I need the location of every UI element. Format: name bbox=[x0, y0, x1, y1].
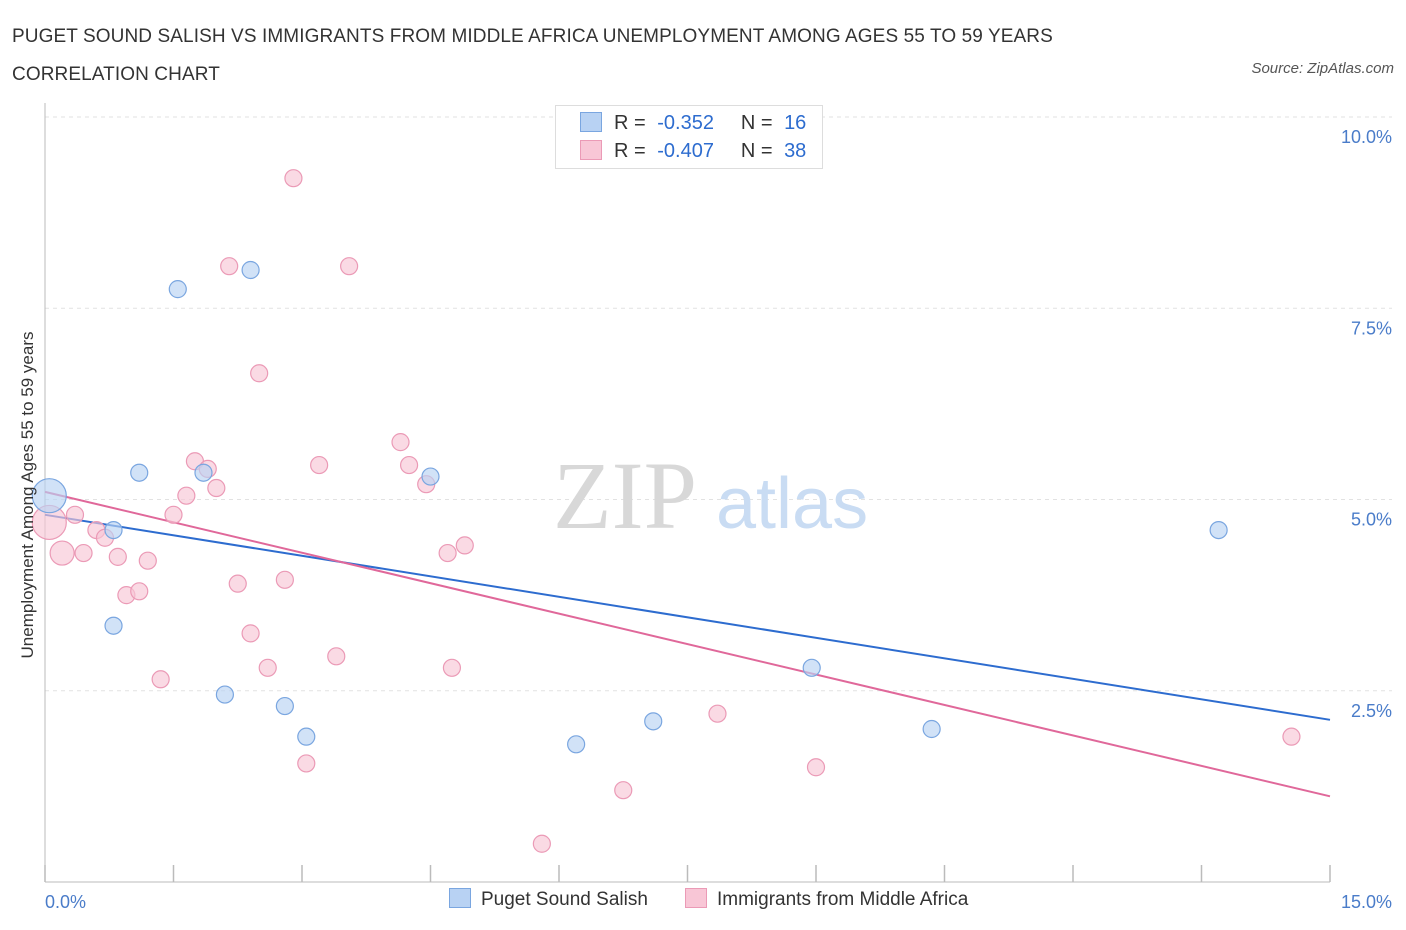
data-point bbox=[421, 467, 440, 486]
data-point bbox=[708, 704, 727, 723]
legend-row-salish: R = -0.352 N = 16 bbox=[580, 112, 806, 138]
data-point bbox=[310, 455, 329, 475]
data-point bbox=[250, 364, 269, 383]
y-tick-label: 2.5% bbox=[1351, 701, 1392, 721]
watermark-atlas: atlas bbox=[716, 464, 868, 544]
data-point bbox=[228, 574, 247, 593]
data-point bbox=[49, 540, 75, 566]
legend-row-middle-africa: R = -0.407 N = 38 bbox=[580, 140, 806, 166]
data-point bbox=[532, 834, 551, 853]
legend-item-salish: Puget Sound Salish bbox=[449, 888, 648, 911]
data-point bbox=[802, 658, 821, 677]
legend-item-middle-africa: Immigrants from Middle Africa bbox=[685, 888, 968, 911]
n-label: N = bbox=[740, 140, 773, 162]
grid bbox=[45, 116, 1392, 692]
data-point bbox=[65, 505, 85, 524]
data-point bbox=[104, 616, 123, 635]
middle-africa-legend-label: Immigrants from Middle Africa bbox=[717, 889, 969, 910]
data-point bbox=[1209, 520, 1228, 540]
middle-africa-swatch bbox=[580, 140, 602, 160]
salish-swatch bbox=[580, 112, 602, 132]
data-point bbox=[241, 624, 260, 643]
trend-line bbox=[44, 490, 1331, 798]
data-point bbox=[151, 670, 170, 689]
data-point bbox=[220, 257, 239, 276]
salish-legend-label: Puget Sound Salish bbox=[481, 889, 648, 910]
data-point bbox=[194, 463, 213, 482]
chart-title: PUGET SOUND SALISH VS IMMIGRANTS FROM MI… bbox=[12, 26, 1053, 85]
data-point bbox=[168, 280, 187, 299]
data-point bbox=[340, 257, 359, 276]
data-point bbox=[275, 696, 294, 716]
data-point bbox=[399, 455, 419, 475]
y-tick-label: 5.0% bbox=[1351, 510, 1392, 530]
n-label: N = bbox=[740, 112, 773, 134]
middle-africa-n-value: 38 bbox=[784, 140, 807, 162]
data-point bbox=[275, 570, 294, 589]
salish-legend-swatch bbox=[449, 888, 471, 908]
trend-lines bbox=[44, 490, 1331, 798]
data-point bbox=[31, 478, 67, 514]
data-point bbox=[177, 486, 196, 505]
data-point bbox=[442, 658, 462, 677]
r-label: R = bbox=[614, 140, 646, 162]
data-points bbox=[31, 169, 1301, 853]
source-label: Source: ZipAtlas.com bbox=[1251, 60, 1394, 77]
data-point bbox=[297, 754, 316, 773]
data-point bbox=[284, 169, 303, 188]
data-point bbox=[130, 582, 149, 601]
correlation-legend: R = -0.352 N = 16 R = -0.407 N = 38 bbox=[555, 105, 823, 169]
data-point bbox=[297, 727, 316, 746]
watermark: ZIP atlas bbox=[553, 442, 868, 549]
data-point bbox=[614, 781, 633, 800]
y-tick-label: 7.5% bbox=[1351, 318, 1392, 338]
data-point bbox=[108, 547, 127, 566]
middle-africa-r-value: -0.407 bbox=[657, 140, 714, 162]
data-point bbox=[922, 719, 941, 739]
data-point bbox=[164, 505, 183, 524]
salish-n-value: 16 bbox=[784, 112, 807, 134]
data-point bbox=[215, 685, 234, 704]
r-label: R = bbox=[614, 112, 646, 134]
middle-africa-legend-swatch bbox=[685, 888, 707, 908]
data-point bbox=[138, 551, 157, 570]
data-point bbox=[104, 520, 123, 540]
data-point bbox=[241, 260, 260, 280]
salish-r-value: -0.352 bbox=[657, 112, 714, 134]
data-point bbox=[438, 543, 457, 563]
data-point bbox=[567, 735, 586, 754]
data-point bbox=[806, 758, 826, 777]
y-axis-label: Unemployment Among Ages 55 to 59 years bbox=[18, 332, 37, 659]
data-point bbox=[327, 647, 346, 666]
data-point bbox=[74, 543, 93, 563]
watermark-zip: ZIP bbox=[553, 442, 697, 549]
y-tick-label: 10.0% bbox=[1341, 127, 1392, 147]
tick-labels: 2.5% 5.0% 7.5% 10.0% 0.0% 15.0% bbox=[45, 127, 1392, 912]
data-point bbox=[644, 712, 663, 731]
trend-line bbox=[44, 513, 1331, 721]
x-tick-label: 0.0% bbox=[45, 892, 86, 912]
x-tick-label: 15.0% bbox=[1341, 892, 1392, 912]
data-point bbox=[130, 463, 149, 482]
data-point bbox=[391, 433, 410, 452]
data-point bbox=[1282, 727, 1301, 746]
data-point bbox=[207, 478, 226, 498]
data-point bbox=[258, 658, 277, 677]
data-point bbox=[455, 536, 474, 555]
